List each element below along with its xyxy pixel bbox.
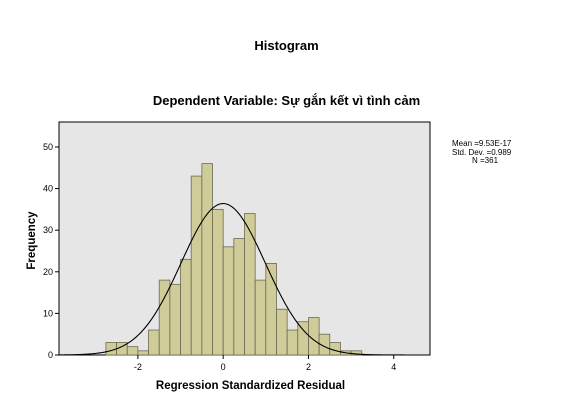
histogram-bar-2 xyxy=(126,346,139,356)
stats-mean: Mean =9.53E-17 xyxy=(452,139,512,148)
chart-subtitle: Dependent Variable: Sự gắn kết vì tình c… xyxy=(152,93,421,108)
x-tick-label-2: 2 xyxy=(306,362,311,372)
histogram-bar-9 xyxy=(201,163,213,356)
stats-n: N =361 xyxy=(472,156,499,165)
histogram-bar-5 xyxy=(158,279,171,356)
histogram-bar-10 xyxy=(212,208,224,356)
histogram-bar-14 xyxy=(254,279,267,356)
y-tick-label-20: 20 xyxy=(43,267,53,277)
histogram-bar-7 xyxy=(180,258,192,356)
histogram-bar-6 xyxy=(169,283,181,356)
x-axis-title: Regression Standardized Residual xyxy=(156,380,345,392)
histogram-bar-13 xyxy=(244,213,256,356)
histogram-bar-21 xyxy=(329,342,341,356)
stats-box: Mean =9.53E-17 Std. Dev. =0.989 N =361 xyxy=(452,139,512,166)
y-tick-label-40: 40 xyxy=(43,184,53,194)
histogram-bar-15 xyxy=(265,263,277,356)
x-tick-label-0: 0 xyxy=(221,362,226,372)
histogram-bar-0 xyxy=(105,342,117,356)
normal-curve xyxy=(58,202,430,356)
y-tick-label-10: 10 xyxy=(43,308,53,318)
x-tick-label--2: -2 xyxy=(134,362,142,372)
histogram-bar-16 xyxy=(276,308,288,356)
histogram-bar-11 xyxy=(222,246,235,356)
histogram-bar-18 xyxy=(297,321,309,356)
histogram-bar-4 xyxy=(148,329,160,356)
stats-std-dev: Std. Dev. =0.989 xyxy=(452,147,512,157)
histogram-bar-8 xyxy=(190,175,203,356)
y-tick-label-0: 0 xyxy=(48,350,53,360)
y-tick-label-30: 30 xyxy=(43,225,53,235)
y-axis-title: Frequency xyxy=(26,211,38,270)
histogram-bar-3 xyxy=(137,350,149,356)
y-tick-label-50: 50 xyxy=(43,142,53,152)
chart-title: Histogram xyxy=(254,38,319,53)
histogram-bar-12 xyxy=(233,238,245,356)
x-tick-label-4: 4 xyxy=(391,362,396,372)
histogram-bar-23 xyxy=(350,350,363,356)
histogram-bar-17 xyxy=(286,329,299,356)
